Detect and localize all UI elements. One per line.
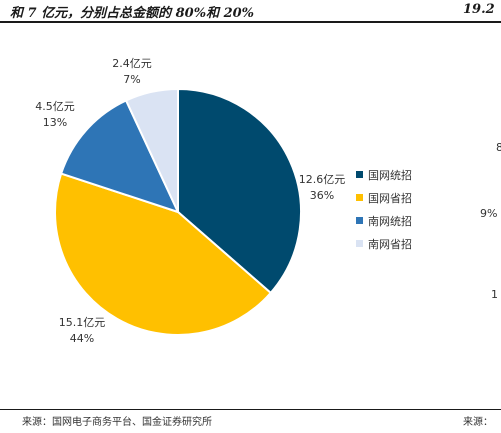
legend-swatch-2	[356, 194, 363, 201]
source-note-left: 来源：国网电子商务平台、国金证券研究所	[22, 417, 212, 428]
slice-percent-label-2: 44%	[70, 332, 94, 345]
pie-slice-2	[54, 172, 273, 336]
legend-swatch-3	[356, 217, 363, 224]
top-rule	[0, 21, 501, 23]
header-title-left: 和 7 亿元，分别占总金额的 80%和 20%	[10, 6, 255, 21]
header-title-right: 19.2	[463, 2, 495, 17]
slice-percent-label-3: 13%	[43, 116, 67, 129]
slice-value-label-3: 4.5亿元	[35, 100, 75, 113]
pie-chart: 12.6亿元 36% 15.1亿元 44% 4.5亿元 13% 2.4亿元 7% 国网统招国网省…	[35, 57, 412, 345]
pie-slice-3	[59, 99, 180, 214]
edge-fragment-3: 1	[491, 288, 498, 301]
slice-value-label-2: 15.1亿元	[59, 316, 106, 329]
edge-fragment-1: 8	[496, 141, 501, 154]
legend-label-1: 国网统招	[368, 168, 412, 182]
pie-slice-4	[124, 87, 179, 213]
legend-swatch-4	[356, 240, 363, 247]
legend-label-3: 南网统招	[368, 214, 412, 228]
source-note-right: 来源：	[463, 417, 493, 428]
legend-swatch-1	[356, 171, 363, 178]
legend-label-2: 国网省招	[368, 191, 412, 205]
slice-percent-label-4: 7%	[123, 73, 140, 86]
pie-slice-1	[177, 87, 302, 295]
slice-percent-label-1: 36%	[310, 189, 334, 202]
bottom-rule	[0, 409, 501, 410]
legend-label-4: 南网省招	[368, 237, 412, 251]
edge-fragment-2: 9%	[480, 207, 498, 220]
slice-value-label-1: 12.6亿元	[299, 173, 346, 186]
slice-value-label-4: 2.4亿元	[112, 57, 152, 70]
